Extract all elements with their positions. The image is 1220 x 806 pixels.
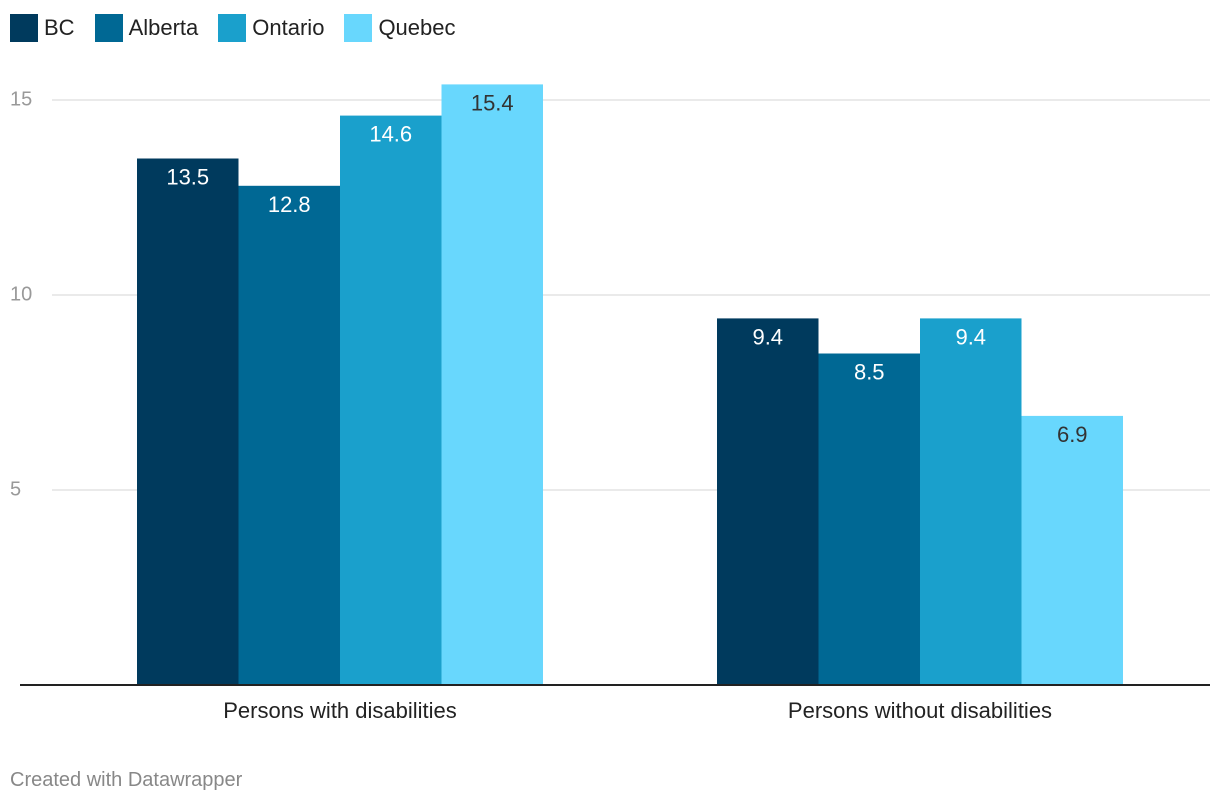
data-label-quebec-without: 6.9 <box>1057 422 1088 447</box>
legend-label: BC <box>44 15 75 40</box>
data-label-bc-with: 13.5 <box>166 165 209 190</box>
legend-label: Ontario <box>252 15 325 40</box>
legend-swatch-ontario <box>218 14 247 42</box>
legend-label: Quebec <box>378 15 456 40</box>
bar-bc-with <box>137 158 239 685</box>
y-tick-label-10: 10 <box>10 283 32 305</box>
x-category-label-0: Persons with disabilities <box>223 698 457 723</box>
bar-alberta-without <box>818 353 920 685</box>
data-label-bc-without: 9.4 <box>752 324 783 349</box>
legend-item-alberta: Alberta <box>94 14 199 42</box>
legend: BC Alberta Ontario Quebec <box>10 12 456 44</box>
legend-item-bc: BC <box>10 14 75 42</box>
legend-label: Alberta <box>128 15 199 40</box>
bar-ontario-with <box>340 115 442 686</box>
legend-item-ontario: Ontario <box>218 14 324 42</box>
bar-alberta-with <box>238 185 340 686</box>
x-category-label-1: Persons without disabilities <box>788 698 1052 723</box>
data-label-ontario-with: 14.6 <box>369 122 412 147</box>
legend-swatch-alberta <box>94 14 123 42</box>
legend-item-quebec: Quebec <box>344 14 456 42</box>
datawrapper-credit[interactable]: Created with Datawrapper <box>10 769 243 791</box>
data-label-quebec-with: 15.4 <box>471 90 514 115</box>
y-tick-label-5: 5 <box>10 478 21 500</box>
data-label-ontario-without: 9.4 <box>955 324 986 349</box>
data-label-alberta-with: 12.8 <box>268 192 311 217</box>
bar-quebec-without <box>1021 415 1123 685</box>
bar-bc-without <box>717 318 819 685</box>
legend-swatch-bc <box>10 14 38 42</box>
y-tick-label-15: 15 <box>10 88 32 110</box>
bar-quebec-with <box>441 84 543 685</box>
data-label-alberta-without: 8.5 <box>854 360 885 385</box>
legend-swatch-quebec <box>344 14 373 42</box>
bar-ontario-without <box>920 318 1022 685</box>
